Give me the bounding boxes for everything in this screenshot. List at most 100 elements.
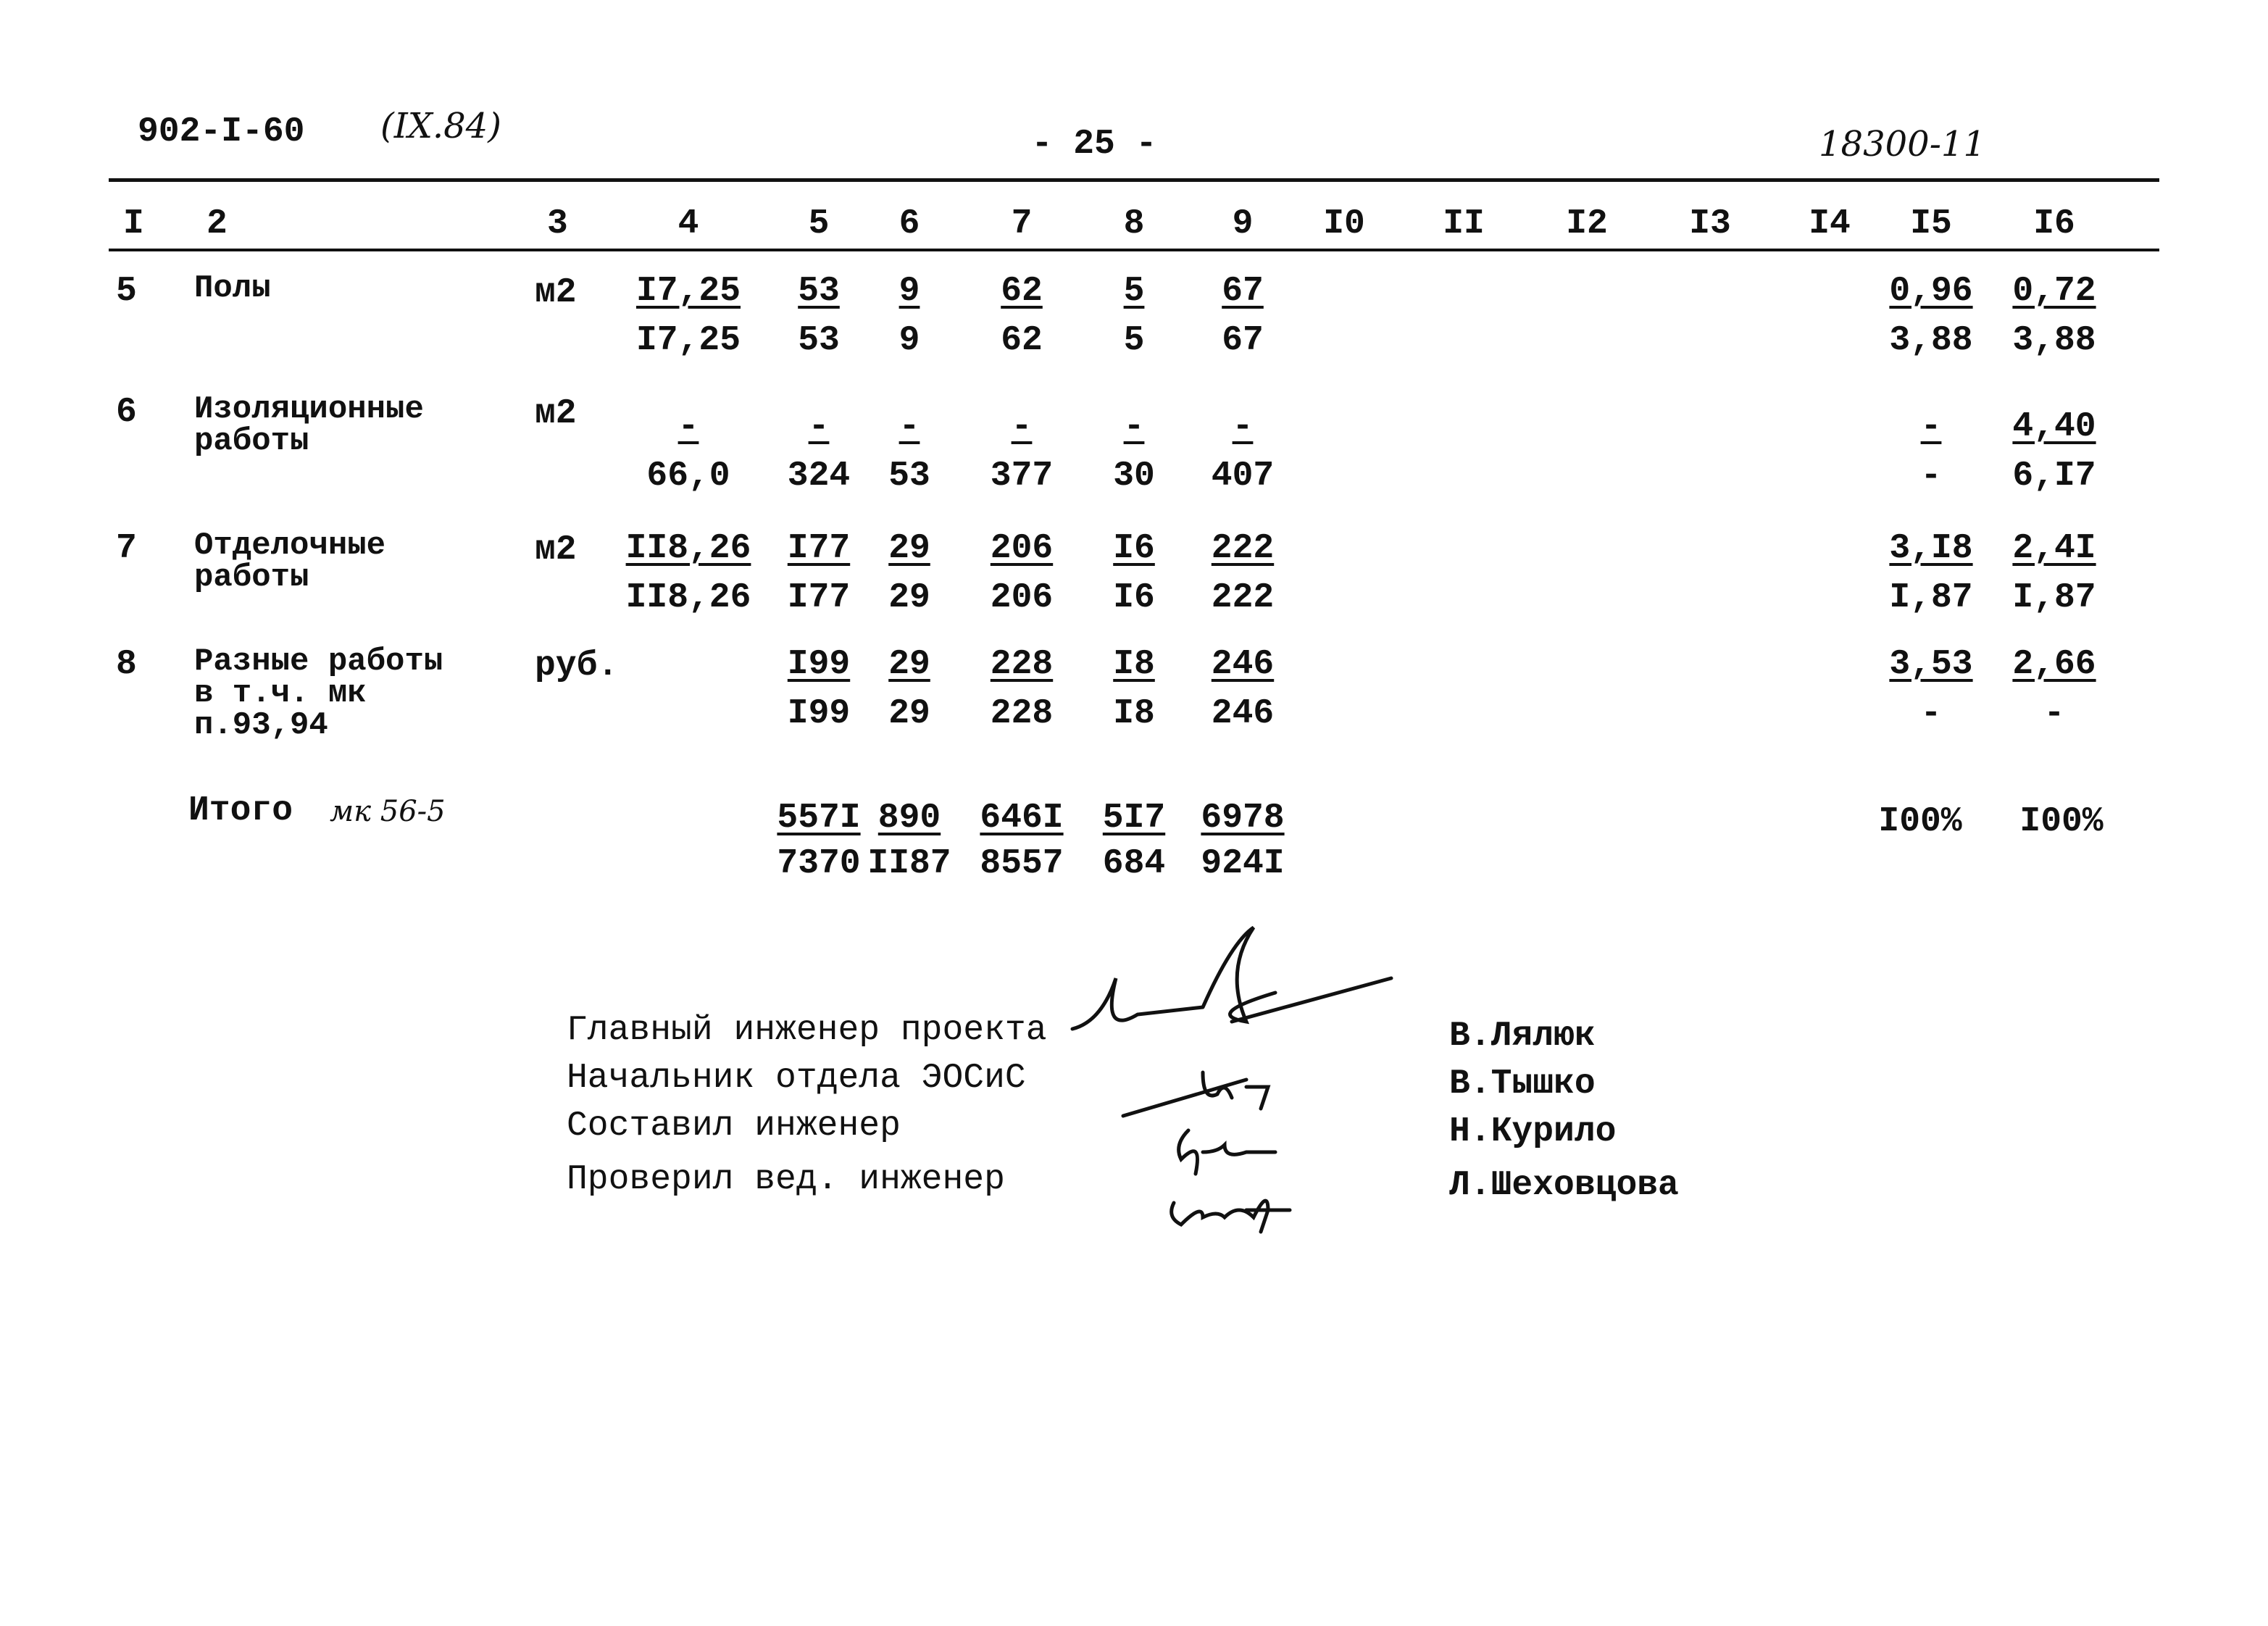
denominator-c5: 53 bbox=[798, 321, 840, 360]
total-label: Итого bbox=[188, 791, 293, 830]
row-name: п.93,94 bbox=[194, 707, 328, 743]
numerator-c6: 9 bbox=[899, 272, 920, 311]
column-header-3: 3 bbox=[547, 204, 568, 243]
total-denominator-c9: 924I bbox=[1201, 844, 1285, 883]
numerator-c16: 2,4I bbox=[2012, 529, 2096, 568]
date-code: (IX.84) bbox=[380, 106, 501, 146]
denominator-c15: - bbox=[1920, 456, 1942, 496]
denominator-c15: I,87 bbox=[1889, 578, 1973, 617]
numerator-c15: 3,53 bbox=[1889, 645, 1973, 684]
column-header-1: I bbox=[123, 204, 144, 243]
column-header-10: I0 bbox=[1323, 204, 1365, 243]
signature-1 bbox=[1070, 925, 1393, 1031]
column-header-11: II bbox=[1443, 204, 1485, 243]
numerator-c9: 246 bbox=[1211, 645, 1275, 684]
numerator-c7: 228 bbox=[990, 645, 1054, 684]
numerator-c9: 67 bbox=[1222, 272, 1264, 311]
total-numerator-c8: 5I7 bbox=[1102, 799, 1166, 838]
page-number: - 25 - bbox=[1031, 125, 1157, 164]
column-header-14: I4 bbox=[1809, 204, 1851, 243]
denominator-c15: - bbox=[1920, 694, 1942, 733]
numerator-c16: 2,66 bbox=[2012, 645, 2096, 684]
numerator-c8: 5 bbox=[1123, 272, 1145, 311]
numerator-c15: 3,I8 bbox=[1889, 529, 1973, 568]
total-denominator-c8: 684 bbox=[1102, 844, 1166, 883]
denominator-c16: I,87 bbox=[2012, 578, 2096, 617]
denominator-c9: 407 bbox=[1211, 456, 1275, 496]
row-name: Изоляционные bbox=[194, 391, 424, 428]
signatory-name: В.Лялюк bbox=[1449, 1017, 1596, 1056]
signature-4 bbox=[1170, 1198, 1292, 1234]
row-name: работы bbox=[194, 559, 309, 596]
denominator-c6: 9 bbox=[899, 321, 920, 360]
signatory-name: Н.Курило bbox=[1449, 1112, 1617, 1151]
denominator-c9: 67 bbox=[1222, 321, 1264, 360]
denominator-c6: 29 bbox=[888, 578, 930, 617]
signatory-name: В.Тышко bbox=[1449, 1064, 1596, 1104]
column-header-16: I6 bbox=[2033, 204, 2075, 243]
denominator-c4: 66,0 bbox=[646, 456, 730, 496]
signatory-role: Составил инженер bbox=[567, 1106, 901, 1146]
denominator-c4: I7,25 bbox=[635, 321, 741, 360]
table-header-rule bbox=[109, 249, 2159, 251]
row-unit: м2 bbox=[535, 394, 577, 433]
row-unit: руб. bbox=[535, 646, 619, 685]
signatory-role: Главный инженер проекта bbox=[567, 1011, 1047, 1050]
total-denominator-c7: 8557 bbox=[980, 844, 1064, 883]
signature-3 bbox=[1177, 1128, 1277, 1176]
row-name: Разные работы bbox=[194, 643, 443, 680]
archive-number: 18300-11 bbox=[1819, 124, 1985, 164]
row-number: 6 bbox=[116, 393, 137, 432]
row-unit: м2 bbox=[535, 273, 577, 312]
numerator-c15: - bbox=[1920, 407, 1942, 446]
denominator-c6: 53 bbox=[888, 456, 930, 496]
table-top-rule bbox=[109, 178, 2159, 182]
numerator-c6: - bbox=[899, 407, 920, 446]
handwritten-signatures bbox=[1070, 925, 1393, 1234]
numerator-c7: - bbox=[1011, 407, 1033, 446]
denominator-c7: 206 bbox=[990, 578, 1054, 617]
numerator-c16: 0,72 bbox=[2012, 272, 2096, 311]
row-number: 7 bbox=[116, 529, 137, 568]
numerator-c5: I77 bbox=[787, 529, 851, 568]
numerator-c15: 0,96 bbox=[1889, 272, 1973, 311]
numerator-c7: 62 bbox=[1001, 272, 1043, 311]
numerator-c4: - bbox=[678, 407, 699, 446]
column-header-12: I2 bbox=[1566, 204, 1608, 243]
numerator-c5: - bbox=[808, 407, 830, 446]
denominator-c7: 62 bbox=[1001, 321, 1043, 360]
column-header-5: 5 bbox=[808, 204, 830, 243]
total-note: мк 56-5 bbox=[330, 795, 446, 828]
denominator-c9: 222 bbox=[1211, 578, 1275, 617]
numerator-c5: 53 bbox=[798, 272, 840, 311]
denominator-c16: 3,88 bbox=[2012, 321, 2096, 360]
numerator-c4: II8,26 bbox=[625, 529, 751, 568]
row-number: 8 bbox=[116, 645, 137, 684]
numerator-c9: - bbox=[1232, 407, 1254, 446]
denominator-c16: - bbox=[2043, 694, 2065, 733]
total-denominator-c6: II87 bbox=[867, 844, 951, 883]
denominator-c8: 30 bbox=[1113, 456, 1155, 496]
denominator-c4: II8,26 bbox=[625, 578, 751, 617]
signatory-role: Проверил вед. инженер bbox=[567, 1160, 1005, 1199]
numerator-c8: - bbox=[1123, 407, 1145, 446]
denominator-c15: 3,88 bbox=[1889, 321, 1973, 360]
denominator-c5: I77 bbox=[787, 578, 851, 617]
total-c16: I00% bbox=[2019, 802, 2104, 841]
numerator-c16: 4,40 bbox=[2012, 407, 2096, 446]
row-name: Полы bbox=[194, 270, 271, 307]
row-name: в т.ч. мк bbox=[194, 675, 367, 712]
total-c15: I00% bbox=[1878, 802, 1962, 841]
denominator-c5: 324 bbox=[787, 456, 851, 496]
denominator-c9: 246 bbox=[1211, 694, 1275, 733]
signatory-role: Начальник отдела ЭОСиС bbox=[567, 1059, 1026, 1098]
denominator-c8: 5 bbox=[1123, 321, 1145, 360]
denominator-c16: 6,I7 bbox=[2012, 456, 2096, 496]
numerator-c5: I99 bbox=[787, 645, 851, 684]
signatory-name: Л.Шеховцова bbox=[1449, 1166, 1679, 1205]
denominator-c7: 228 bbox=[990, 694, 1054, 733]
numerator-c7: 206 bbox=[990, 529, 1054, 568]
denominator-c5: I99 bbox=[787, 694, 851, 733]
total-numerator-c6: 890 bbox=[877, 799, 941, 838]
numerator-c6: 29 bbox=[888, 529, 930, 568]
